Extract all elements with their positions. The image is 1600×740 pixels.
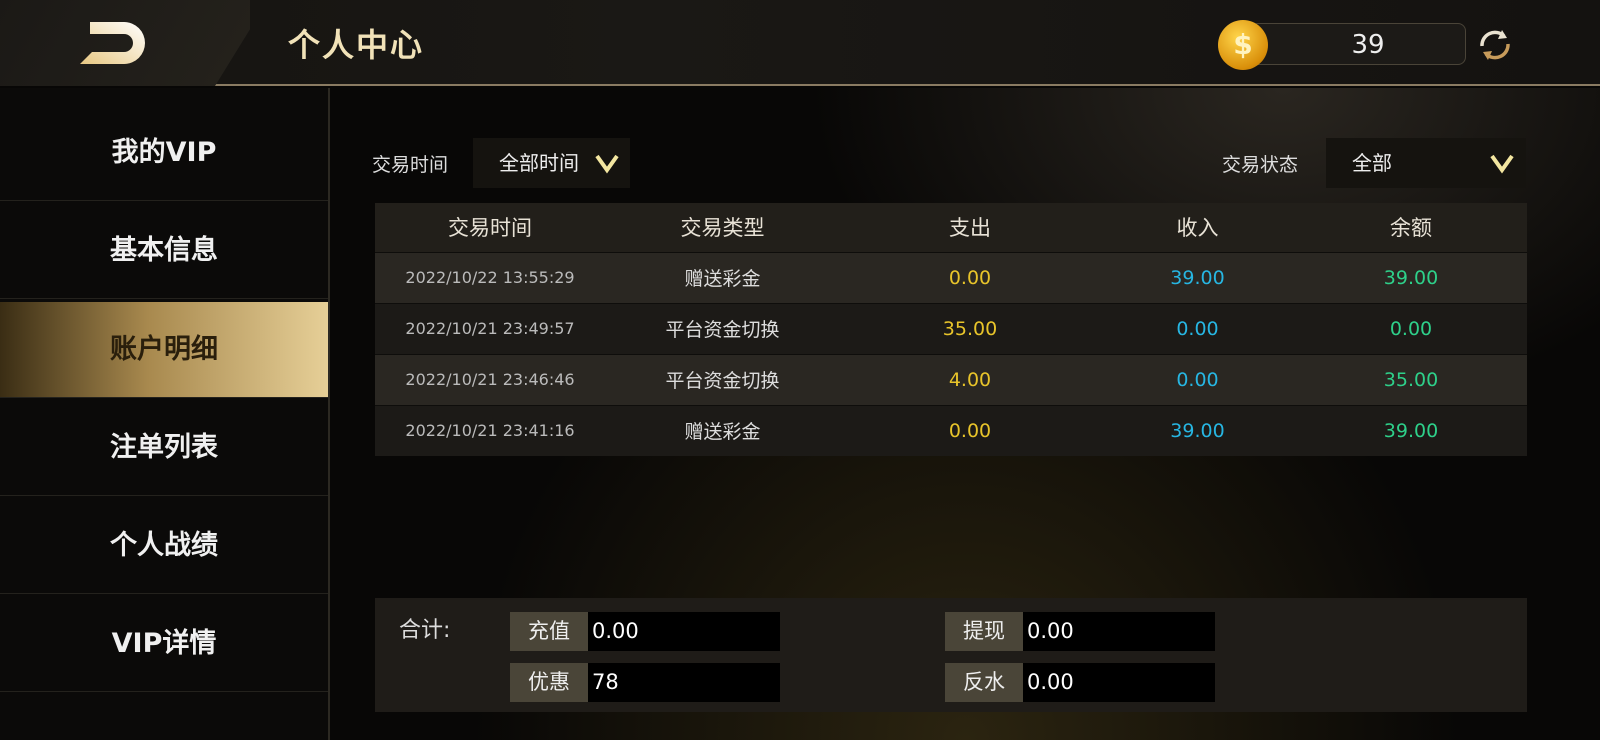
summary-panel: 合计: 充值 0.00 提现 0.00 优惠 78 反水 0.00 [375, 598, 1527, 712]
table-cell-type: 赠送彩金 [605, 251, 840, 303]
sidebar-item-personal-record[interactable]: 个人战绩 [0, 498, 328, 594]
table-row: 2022/10/22 13:55:29 赠送彩金 0.00 39.00 39.00 [375, 251, 1527, 303]
table-cell-in: 39.00 [1100, 251, 1295, 303]
table-cell-out: 4.00 [840, 353, 1100, 405]
column-header: 交易类型 [605, 203, 840, 252]
table-cell-type: 赠送彩金 [605, 404, 840, 456]
table-cell-in: 0.00 [1100, 353, 1295, 405]
table-cell-out: 35.00 [840, 302, 1100, 354]
column-header: 交易时间 [375, 203, 605, 252]
chevron-down-icon [595, 154, 619, 174]
table-cell-type: 平台资金切换 [605, 353, 840, 405]
table-cell-time: 2022/10/21 23:46:46 [375, 353, 605, 405]
back-icon[interactable] [78, 20, 146, 66]
table-cell-bal: 35.00 [1295, 353, 1527, 405]
summary-field-rebate: 反水 0.00 [945, 663, 1215, 702]
coin-icon: $ [1218, 20, 1268, 70]
table-row: 2022/10/21 23:41:16 赠送彩金 0.00 39.00 39.00 [375, 404, 1527, 456]
field-value: 78 [592, 670, 619, 694]
field-key: 提现 [945, 612, 1023, 651]
refresh-icon[interactable] [1474, 24, 1516, 66]
table-cell-type: 平台资金切换 [605, 302, 840, 354]
table-cell-time: 2022/10/22 13:55:29 [375, 251, 605, 303]
summary-field-deposit: 充值 0.00 [510, 612, 780, 651]
table-row: 2022/10/21 23:46:46 平台资金切换 4.00 0.00 35.00 [375, 353, 1527, 405]
field-key: 充值 [510, 612, 588, 651]
page-title: 个人中心 [288, 26, 425, 64]
chevron-down-icon [1490, 154, 1514, 174]
sidebar: 我的VIP 基本信息 账户明细 注单列表 个人战绩 VIP详情 [0, 88, 330, 740]
table-cell-in: 39.00 [1100, 404, 1295, 456]
column-header: 余额 [1295, 203, 1527, 252]
table-cell-time: 2022/10/21 23:49:57 [375, 302, 605, 354]
summary-field-withdraw: 提现 0.00 [945, 612, 1215, 651]
table-cell-out: 0.00 [840, 404, 1100, 456]
table-cell-bal: 39.00 [1295, 404, 1527, 456]
table-row: 2022/10/21 23:49:57 平台资金切换 35.00 0.00 0.00 [375, 302, 1527, 354]
sidebar-item-basic-info[interactable]: 基本信息 [0, 203, 328, 299]
summary-field-bonus: 优惠 78 [510, 663, 780, 702]
table-cell-bal: 39.00 [1295, 251, 1527, 303]
time-filter-dropdown[interactable]: 全部时间 [473, 138, 630, 188]
field-value: 0.00 [1027, 670, 1074, 694]
status-filter-label: 交易状态 [1222, 154, 1299, 176]
field-value: 0.00 [592, 619, 639, 643]
sidebar-item-my-vip[interactable]: 我的VIP [0, 105, 328, 201]
column-header: 收入 [1100, 203, 1295, 252]
field-key: 优惠 [510, 663, 588, 702]
field-key: 反水 [945, 663, 1023, 702]
status-filter-dropdown[interactable]: 全部 [1326, 138, 1526, 188]
header: 个人中心 $ 39 [0, 0, 1600, 86]
sidebar-item-bet-list[interactable]: 注单列表 [0, 400, 328, 496]
table-cell-out: 0.00 [840, 251, 1100, 303]
field-value: 0.00 [1027, 619, 1074, 643]
table-cell-bal: 0.00 [1295, 302, 1527, 354]
status-filter-value: 全部 [1352, 151, 1392, 175]
table-cell-in: 0.00 [1100, 302, 1295, 354]
summary-label: 合计: [399, 618, 451, 643]
time-filter-label: 交易时间 [372, 154, 449, 176]
sidebar-item-vip-details[interactable]: VIP详情 [0, 596, 328, 692]
column-header: 支出 [840, 203, 1100, 252]
balance-display: 39 [1250, 23, 1466, 65]
header-logo-panel [0, 0, 250, 86]
table-cell-time: 2022/10/21 23:41:16 [375, 404, 605, 456]
transactions-table: 交易时间 交易类型 支出 收入 余额 2022/10/22 13:55:29 赠送… [375, 203, 1527, 456]
sidebar-item-account-details[interactable]: 账户明细 [0, 302, 328, 398]
time-filter-value: 全部时间 [499, 151, 579, 175]
